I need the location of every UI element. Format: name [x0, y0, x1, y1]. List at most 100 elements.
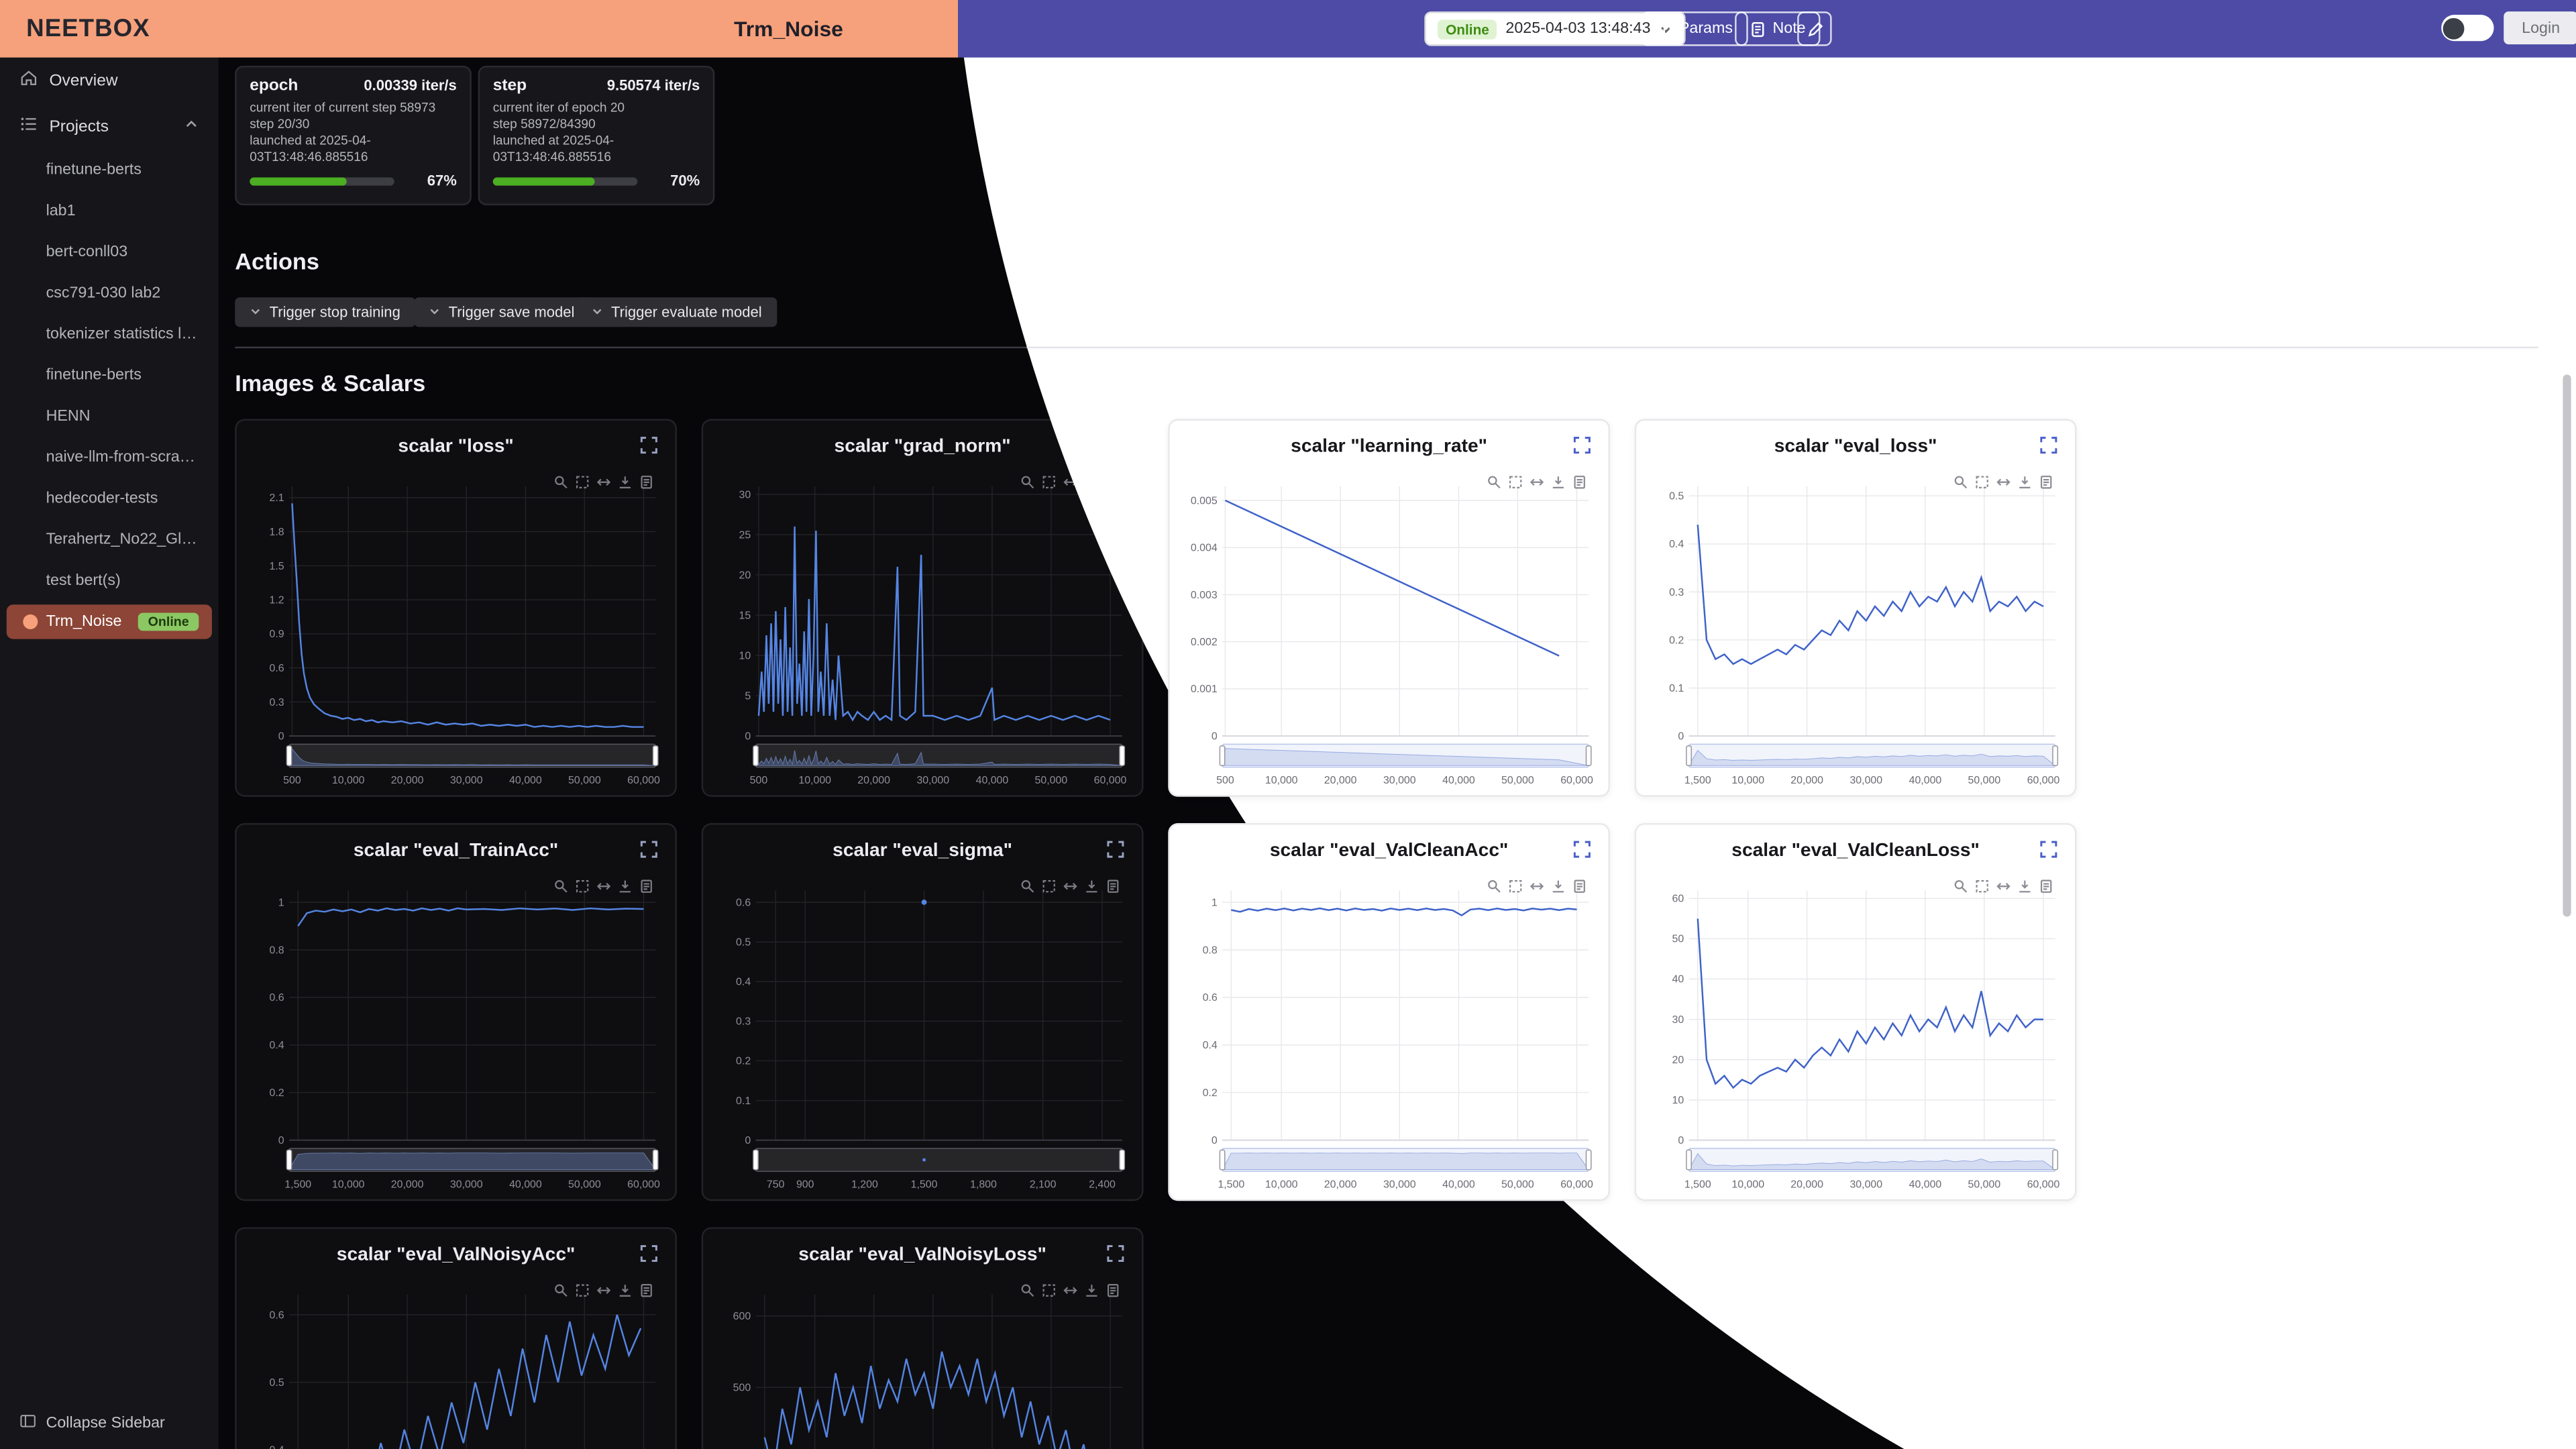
chart-plot-eval_ValCleanLoss[interactable]: 1,500 10,000 20,000 30,000 40,000 50,000 60,00… [1650, 881, 2065, 1196]
sidebar-item-project[interactable]: HENN [46, 407, 91, 426]
box-select-icon[interactable] [1975, 475, 1990, 490]
sidebar-item-project[interactable]: Terahertz_No22_Gl261_gl… [46, 531, 219, 549]
box-select-icon[interactable] [575, 879, 590, 894]
autoscale-icon[interactable] [1996, 475, 2011, 490]
box-select-icon[interactable] [1975, 879, 1990, 894]
sidebar-item-project[interactable]: bert-conll03 [46, 243, 128, 262]
zoom-icon[interactable] [553, 475, 568, 490]
save-image-icon[interactable] [1106, 1283, 1120, 1298]
expand-chart-icon[interactable] [639, 435, 659, 455]
box-select-icon[interactable] [575, 1283, 590, 1298]
chart-plot-eval_ValCleanAcc[interactable]: 1,500 10,000 20,000 30,000 40,000 50,000 60,00… [1183, 881, 1599, 1196]
trigger-stop-training-button[interactable]: Trigger stop training [235, 297, 415, 327]
save-image-icon[interactable] [1106, 879, 1120, 894]
zoom-icon[interactable] [553, 879, 568, 894]
autoscale-icon[interactable] [1996, 879, 2011, 894]
sidebar-item-trm-noise[interactable]: Trm_Noise Online [6, 604, 212, 639]
expand-chart-icon[interactable] [1106, 1244, 1125, 1263]
zoom-icon[interactable] [1953, 475, 1968, 490]
chart-plot-eval_ValNoisyAcc[interactable]: 1,50010,00020,00030,00040,00050,00060,00… [250, 1285, 665, 1449]
expand-chart-icon[interactable] [2039, 839, 2058, 859]
expand-chart-icon[interactable] [639, 839, 659, 859]
zoom-icon[interactable] [1487, 879, 1501, 894]
login-button[interactable]: Login [2504, 11, 2576, 45]
sidebar-item-overview[interactable]: Overview [0, 58, 219, 104]
chart-plot-loss[interactable]: 500 10,000 20,000 30,000 40,000 50,000 60,000 0… [250, 476, 665, 792]
chart-plot-eval_loss[interactable]: 1,500 10,000 20,000 30,000 40,000 50,000 60,00… [1650, 476, 2065, 792]
chart-plot-eval_sigma[interactable]: 750 900 1,200 1,500 1,800 2,100 2,400 0 0.1 0.2 0.… [716, 881, 1132, 1196]
autoscale-icon[interactable] [596, 475, 611, 490]
expand-chart-icon[interactable] [1106, 839, 1125, 859]
save-image-icon[interactable] [639, 1283, 654, 1298]
autoscale-icon[interactable] [596, 879, 611, 894]
download-icon[interactable] [618, 879, 633, 894]
download-icon[interactable] [1084, 879, 1099, 894]
expand-chart-icon[interactable] [2039, 435, 2058, 455]
save-image-icon[interactable] [2039, 879, 2053, 894]
trigger-save-model-button[interactable]: Trigger save model [414, 297, 590, 327]
box-select-icon[interactable] [575, 475, 590, 490]
download-icon[interactable] [618, 475, 633, 490]
sidebar-item-project[interactable]: tokenizer statistics llama… [46, 325, 219, 343]
chart-plot-eval_TrainAcc[interactable]: 1,500 10,000 20,000 30,000 40,000 50,000 60,00… [250, 881, 665, 1196]
save-image-icon[interactable] [1572, 475, 1587, 490]
home-icon [19, 69, 38, 92]
svg-text:0.3: 0.3 [736, 1016, 751, 1028]
expand-chart-icon[interactable] [639, 1244, 659, 1263]
chart-plot-eval_ValNoisyLoss[interactable]: 1,50010,00020,00030,00040,00050,00060,00… [716, 1285, 1132, 1449]
box-select-icon[interactable] [1508, 879, 1523, 894]
params-button[interactable]: Params [1641, 11, 1748, 46]
download-icon[interactable] [1084, 1283, 1099, 1298]
zoom-icon[interactable] [1020, 475, 1035, 490]
save-image-icon[interactable] [2039, 475, 2053, 490]
sidebar-item-project[interactable]: test bert(s) [46, 572, 121, 590]
save-image-icon[interactable] [1572, 879, 1587, 894]
autoscale-icon[interactable] [1529, 475, 1544, 490]
expand-chart-icon[interactable] [1572, 435, 1592, 455]
autoscale-icon[interactable] [1063, 1283, 1077, 1298]
theme-toggle[interactable] [2441, 15, 2494, 42]
chart-title: scalar "eval_ValNoisyLoss" [798, 1245, 1046, 1265]
download-icon[interactable] [1551, 475, 1566, 490]
sidebar-item-project[interactable]: lab1 [46, 202, 76, 221]
edit-note-button[interactable] [1797, 11, 1832, 46]
zoom-icon[interactable] [1487, 475, 1501, 490]
sidebar-item-project[interactable]: csc791-030 lab2 [46, 284, 161, 303]
download-icon[interactable] [2017, 879, 2032, 894]
zoom-icon[interactable] [1020, 879, 1035, 894]
svg-text:1: 1 [278, 897, 284, 908]
download-icon[interactable] [1551, 879, 1566, 894]
trigger-evaluate-model-button[interactable]: Trigger evaluate model [576, 297, 777, 327]
box-select-icon[interactable] [1042, 879, 1057, 894]
chart-plot-grad_norm[interactable]: 500 10,000 20,000 30,000 40,000 50,000 60,000 0… [716, 476, 1132, 792]
note-button[interactable]: Note [1735, 11, 1821, 46]
download-icon[interactable] [2017, 475, 2032, 490]
chart-title: scalar "eval_TrainAcc" [353, 841, 559, 861]
action-label: Trigger stop training [269, 304, 400, 321]
autoscale-icon[interactable] [1063, 879, 1077, 894]
save-image-icon[interactable] [639, 475, 654, 490]
chart-plot-learning_rate[interactable]: 500 10,000 20,000 30,000 40,000 50,000 60,000 0… [1183, 476, 1599, 792]
autoscale-icon[interactable] [1529, 879, 1544, 894]
sidebar-item-project[interactable]: finetune-berts [46, 161, 142, 179]
sidebar-item-project[interactable]: finetune-berts [46, 366, 142, 385]
sidebar-item-project[interactable]: hedecoder-tests [46, 489, 158, 508]
sidebar-item-project[interactable]: naive-llm-from-scratch [46, 448, 201, 467]
box-select-icon[interactable] [1042, 1283, 1057, 1298]
box-select-icon[interactable] [1508, 475, 1523, 490]
download-icon[interactable] [618, 1283, 633, 1298]
box-select-icon[interactable] [1042, 475, 1057, 490]
metric-detail: step 20/30 [250, 116, 310, 131]
autoscale-icon[interactable] [596, 1283, 611, 1298]
metric-rate: 9.50574 iter/s [606, 77, 700, 94]
zoom-icon[interactable] [1953, 879, 1968, 894]
svg-text:50,000: 50,000 [1501, 1179, 1534, 1191]
save-image-icon[interactable] [639, 879, 654, 894]
sidebar-item-projects[interactable]: Projects [0, 103, 219, 150]
collapse-sidebar-button[interactable]: Collapse Sidebar [0, 1398, 219, 1449]
app-logo[interactable]: NEETBOX [26, 15, 150, 43]
zoom-icon[interactable] [1020, 1283, 1035, 1298]
zoom-icon[interactable] [553, 1283, 568, 1298]
scrollbar-thumb[interactable] [2563, 374, 2571, 917]
expand-chart-icon[interactable] [1572, 839, 1592, 859]
